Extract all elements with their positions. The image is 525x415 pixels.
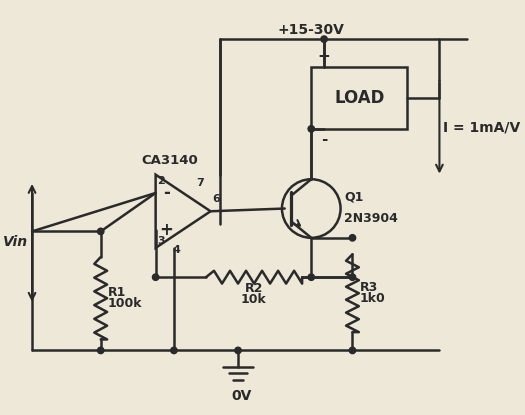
Text: R1: R1: [108, 286, 127, 299]
Text: Vin: Vin: [3, 235, 28, 249]
Circle shape: [308, 274, 314, 281]
Text: -: -: [321, 132, 327, 146]
Text: 7: 7: [196, 178, 204, 188]
Text: LOAD: LOAD: [334, 89, 384, 107]
Text: CA3140: CA3140: [141, 154, 198, 167]
Text: 100k: 100k: [108, 297, 142, 310]
Circle shape: [308, 126, 314, 132]
Text: I = 1mA/V: I = 1mA/V: [443, 121, 520, 135]
Text: +15-30V: +15-30V: [278, 23, 345, 37]
Circle shape: [171, 347, 177, 354]
Circle shape: [152, 274, 159, 281]
Circle shape: [98, 228, 104, 234]
Text: 6: 6: [213, 194, 220, 204]
Text: +: +: [318, 49, 330, 64]
Text: 2: 2: [158, 176, 165, 186]
Circle shape: [349, 347, 355, 354]
Text: 1k0: 1k0: [360, 292, 385, 305]
Text: R2: R2: [245, 282, 263, 295]
Circle shape: [349, 234, 355, 241]
Circle shape: [98, 347, 104, 354]
Text: 0V: 0V: [232, 389, 252, 403]
Circle shape: [235, 347, 241, 354]
Circle shape: [321, 36, 327, 42]
Bar: [311, 67, 407, 129]
Text: 10k: 10k: [241, 293, 267, 306]
Circle shape: [349, 274, 355, 281]
Text: +: +: [160, 221, 174, 239]
Text: 3: 3: [158, 236, 165, 246]
Text: R3: R3: [360, 281, 378, 294]
Text: Q1: Q1: [344, 190, 364, 203]
Text: 2N3904: 2N3904: [344, 212, 398, 225]
Text: 4: 4: [172, 245, 180, 255]
Text: -: -: [163, 184, 170, 202]
